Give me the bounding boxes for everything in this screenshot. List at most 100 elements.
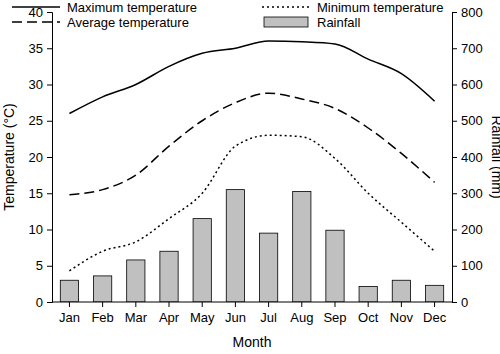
tick-label: 20 <box>29 150 43 165</box>
tick-label: Oct <box>358 310 379 325</box>
tick: Aug <box>290 302 313 325</box>
bar <box>226 190 244 302</box>
tick-mark <box>47 230 52 231</box>
x-axis: Jan Feb Mar Apr May Jun Jul Aug Sep Oct Nov Dec <box>52 302 452 325</box>
tick-mark <box>47 12 52 13</box>
legend-item: Rainfall <box>264 15 360 30</box>
tick-label: 800 <box>461 5 483 20</box>
legend-swatch <box>12 6 60 8</box>
tick-label: 5 <box>36 258 43 273</box>
tick-label: Jul <box>260 310 277 325</box>
tick-label: Aug <box>290 310 313 325</box>
tick: 500 <box>452 113 483 128</box>
tick-mark <box>334 302 335 307</box>
tick: Oct <box>358 302 379 325</box>
tick-mark <box>47 193 52 194</box>
tick-mark <box>401 302 402 307</box>
tick-mark <box>135 302 136 307</box>
tick-mark <box>47 302 52 303</box>
tick-label: 600 <box>461 77 483 92</box>
tick: 800 <box>452 5 483 20</box>
tick-label: Sep <box>323 310 346 325</box>
line <box>69 135 434 271</box>
tick: 10 <box>29 222 52 237</box>
tick: Jan <box>59 302 80 325</box>
tick: 700 <box>452 41 483 56</box>
legend-label: Minimum temperature <box>317 0 443 15</box>
tick-label: 400 <box>461 150 483 165</box>
bar <box>127 260 145 302</box>
tick-mark <box>452 193 457 194</box>
legend-label: Maximum temperature <box>67 0 197 15</box>
tick: 0 <box>36 295 52 310</box>
chart: Jan Feb Mar Apr May Jun Jul Aug Sep Oct Nov Dec 0 5 10… <box>0 0 500 354</box>
tick: 400 <box>452 150 483 165</box>
y2-axis-title: Rainfall (mm) <box>489 115 500 198</box>
tick: Nov <box>390 302 414 325</box>
tick-label: 10 <box>29 222 43 237</box>
bar <box>93 276 111 302</box>
plot: Jan Feb Mar Apr May Jun Jul Aug Sep Oct Nov Dec 0 5 10… <box>29 5 483 326</box>
tick-mark <box>301 302 302 307</box>
tick-label: 30 <box>29 77 43 92</box>
tick-label: 35 <box>29 41 43 56</box>
x-axis-title: Month <box>233 334 272 350</box>
tick-mark <box>47 48 52 49</box>
legend-swatch <box>262 6 310 8</box>
tick: May <box>190 302 215 325</box>
tick: Mar <box>125 302 148 325</box>
tick: 200 <box>452 222 483 237</box>
tick: 15 <box>29 186 52 201</box>
tick-label: Dec <box>423 310 447 325</box>
tick-label: Nov <box>390 310 414 325</box>
tick-mark <box>47 157 52 158</box>
axis-line <box>47 13 53 303</box>
legend-label: Average temperature <box>67 15 189 30</box>
tick-mark <box>452 48 457 49</box>
tick: 5 <box>36 258 52 273</box>
tick: 20 <box>29 150 52 165</box>
tick: 35 <box>29 41 52 56</box>
tick: Jul <box>260 302 277 325</box>
bar-series <box>60 190 443 302</box>
bar <box>359 286 377 302</box>
tick: Jun <box>225 302 246 325</box>
tick-mark <box>452 157 457 158</box>
axis-line <box>453 13 458 303</box>
y-axis: 0510152025303540 <box>29 5 53 310</box>
tick: 300 <box>452 186 483 201</box>
tick-label: 0 <box>461 295 468 310</box>
bar <box>259 233 277 302</box>
tick: Sep <box>323 302 346 325</box>
tick-mark <box>434 302 435 307</box>
tick-mark <box>452 85 457 86</box>
tick: Dec <box>423 302 447 325</box>
legend-swatch <box>264 17 308 27</box>
tick-label: 700 <box>461 41 483 56</box>
legend-item: Maximum temperature <box>12 0 197 15</box>
tick-label: May <box>190 310 215 325</box>
bar <box>193 219 211 302</box>
tick-label: 0 <box>36 295 43 310</box>
tick-mark <box>47 121 52 122</box>
tick-mark <box>202 302 203 307</box>
tick-mark <box>47 266 52 267</box>
tick-mark <box>452 12 457 13</box>
tick-label: Jun <box>225 310 246 325</box>
tick-mark <box>169 302 170 307</box>
tick-mark <box>235 302 236 307</box>
tick-mark <box>47 85 52 86</box>
bar <box>425 285 443 302</box>
y2-axis: 0 100 200 300 400 500 600 700 800 <box>452 5 483 310</box>
tick: 30 <box>29 77 52 92</box>
bar <box>326 230 344 302</box>
tick: Feb <box>91 302 113 325</box>
tick-label: 100 <box>461 258 483 273</box>
tick-label: Apr <box>159 310 180 325</box>
line <box>69 93 434 195</box>
tick-mark <box>69 302 70 307</box>
tick-label: 25 <box>29 113 43 128</box>
tick-label: 15 <box>29 186 43 201</box>
tick: 100 <box>452 258 483 273</box>
marks <box>60 41 443 302</box>
